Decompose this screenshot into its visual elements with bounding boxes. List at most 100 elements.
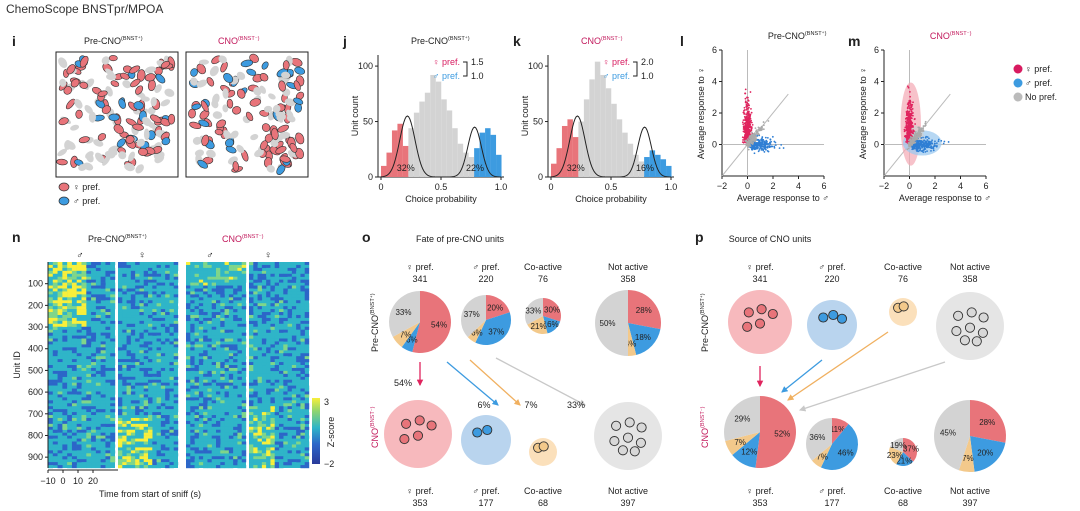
heatmap-cell-1 <box>139 362 144 366</box>
heatmap-cell-0 <box>86 444 92 448</box>
heatmap-cell-0 <box>71 444 77 448</box>
heatmap-cell-1 <box>148 435 153 439</box>
heatmap-cell-0 <box>110 438 116 442</box>
heatmap-cell-2 <box>220 309 225 313</box>
heatmap-cell-1 <box>156 406 162 410</box>
heatmap-cell-2 <box>203 353 208 357</box>
heatmap-cell-2 <box>237 397 242 401</box>
heatmap-cell-2 <box>186 441 191 445</box>
heatmap-cell-2 <box>211 403 217 407</box>
heatmap-cell-0 <box>81 291 87 295</box>
heatmap-cell-2 <box>211 435 217 439</box>
ratio-male-value-k: 1.0 <box>641 71 654 81</box>
heatmap-cell-3 <box>291 394 297 398</box>
heatmap-cell-3 <box>279 279 284 283</box>
heatmap-cell-1 <box>148 367 153 372</box>
heatmap-cell-2 <box>228 320 234 324</box>
heatmap-cell-1 <box>135 344 140 348</box>
female-point-l <box>742 141 745 144</box>
heatmap-cell-1 <box>130 459 136 463</box>
heatmap-cell-1 <box>165 426 170 430</box>
cell-pre <box>147 106 156 115</box>
male-point-m <box>924 144 927 147</box>
heatmap-cell-2 <box>203 291 208 295</box>
heatmap-cell-3 <box>291 264 297 269</box>
legend-male-marker <box>58 196 70 206</box>
heatmap-cell-3 <box>300 279 305 283</box>
heatmap-cell-1 <box>152 362 157 366</box>
heatmap-cell-0 <box>110 415 116 419</box>
male-point-l <box>760 147 763 150</box>
heatmap-cell-1 <box>165 462 170 466</box>
heatmap-cell-2 <box>211 353 217 357</box>
male-point-l <box>769 138 772 141</box>
heatmap-cell-0 <box>62 335 68 339</box>
heatmap-cell-2 <box>190 373 195 377</box>
male-point-m <box>943 140 946 143</box>
heatmap-cell-0 <box>105 267 111 272</box>
heatmap-cell-2 <box>228 282 234 286</box>
heatmap-cell-0 <box>48 388 53 392</box>
heatmap-cell-1 <box>139 376 144 380</box>
heatmap-cell-0 <box>48 300 53 304</box>
heatmap-cell-3 <box>270 314 275 319</box>
heatmap-cell-0 <box>100 341 106 345</box>
heatmap-cell-3 <box>287 415 293 419</box>
heatmap-cell-3 <box>261 323 267 327</box>
heatmap-cell-3 <box>266 273 271 277</box>
heatmap-cell-3 <box>291 276 297 280</box>
heatmap-cell-3 <box>249 320 254 324</box>
heatmap-cell-0 <box>71 441 77 445</box>
heatmap-cell-3 <box>300 356 305 360</box>
heatmap-cell-0 <box>62 435 68 439</box>
heatmap-cell-2 <box>241 420 247 425</box>
heatmap-cell-2 <box>207 359 212 363</box>
heatmap-cell-0 <box>100 285 106 289</box>
heatmap-cell-0 <box>105 412 111 416</box>
heatmap-cell-1 <box>118 267 123 272</box>
heatmap-cell-3 <box>257 362 263 366</box>
heatmap-cell-2 <box>224 417 230 422</box>
nopref-point-l <box>747 144 750 147</box>
heatmap-cell-1 <box>126 400 132 404</box>
heatmap-cell-3 <box>291 347 297 351</box>
heatmap-cell-2 <box>190 282 195 286</box>
heatmap-cell-0 <box>62 314 68 319</box>
hist-bar-j <box>408 128 414 177</box>
female-point-l <box>744 136 747 139</box>
y-tick-label-j: 0 <box>368 172 373 182</box>
heatmap-cell-1 <box>130 323 136 327</box>
heatmap-cell-3 <box>304 276 310 280</box>
heatmap-cell-2 <box>237 267 242 272</box>
heatmap-cell-0 <box>95 317 101 322</box>
heatmap-cell-0 <box>71 388 77 392</box>
heatmap-cell-2 <box>203 379 208 383</box>
heatmap-cell-3 <box>261 320 267 324</box>
heatmap-cell-1 <box>160 317 166 322</box>
male-point-m <box>920 140 923 143</box>
heatmap-cell-2 <box>203 462 208 466</box>
heatmap-cell-0 <box>71 362 77 366</box>
heatmap-cell-1 <box>148 359 153 363</box>
heatmap-cell-0 <box>95 338 101 342</box>
heatmap-cell-1 <box>152 444 157 448</box>
heatmap-cell-0 <box>71 379 77 383</box>
heatmap-cell-2 <box>211 400 217 404</box>
heatmap-cell-0 <box>105 450 111 454</box>
heatmap-cell-3 <box>283 453 288 457</box>
heatmap-cell-0 <box>52 412 58 416</box>
heatmap-cell-0 <box>76 353 82 357</box>
heatmap-cell-2 <box>194 317 200 322</box>
heatmap-cell-0 <box>81 341 87 345</box>
heatmap-cell-0 <box>52 288 58 292</box>
female-point-l <box>748 116 750 119</box>
heatmap-cell-2 <box>237 264 242 269</box>
heatmap-cell-1 <box>130 456 136 460</box>
heatmap-cell-0 <box>57 314 63 319</box>
heatmap-cell-0 <box>105 456 111 460</box>
heatmap-cell-1 <box>160 356 166 360</box>
heatmap-cell-1 <box>135 388 140 392</box>
heatmap-cell-3 <box>296 264 301 269</box>
heatmap-cell-2 <box>228 391 234 395</box>
hist-bar-j <box>479 132 486 177</box>
